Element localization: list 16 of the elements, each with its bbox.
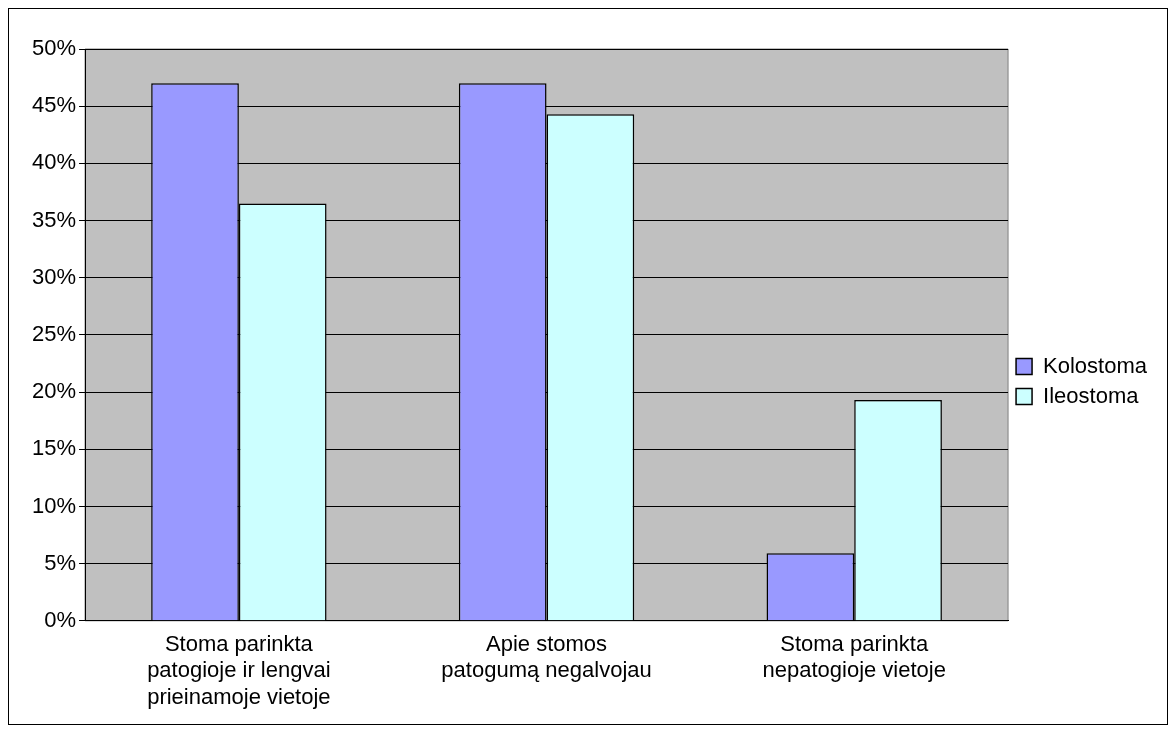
y-tick-label: 45% (31, 92, 77, 118)
y-tick-label: 30% (31, 263, 77, 289)
x-tick-label: Stoma parinkta patogioje ir lengvai prieinamoje vietoje (147, 631, 331, 709)
x-tick-label: Stoma parinkta nepatogioje vietoje (762, 631, 946, 683)
y-tick-label: 25% (31, 320, 77, 346)
y-tick-label: 5% (44, 549, 77, 575)
y-tick-label: 40% (31, 149, 77, 175)
y-tick-label: 50% (31, 35, 77, 61)
y-tick-label: 10% (31, 492, 77, 518)
x-tick-label: Apie stomos patogumą negalvojau (441, 631, 652, 683)
y-tick-label: 35% (31, 206, 77, 232)
y-tick-label: 20% (31, 378, 77, 404)
legend-label: Kolostoma (1043, 352, 1148, 378)
y-tick-label: 15% (31, 435, 77, 461)
legend-label: Ileostoma (1043, 382, 1140, 408)
y-tick-label: 0% (44, 606, 77, 632)
